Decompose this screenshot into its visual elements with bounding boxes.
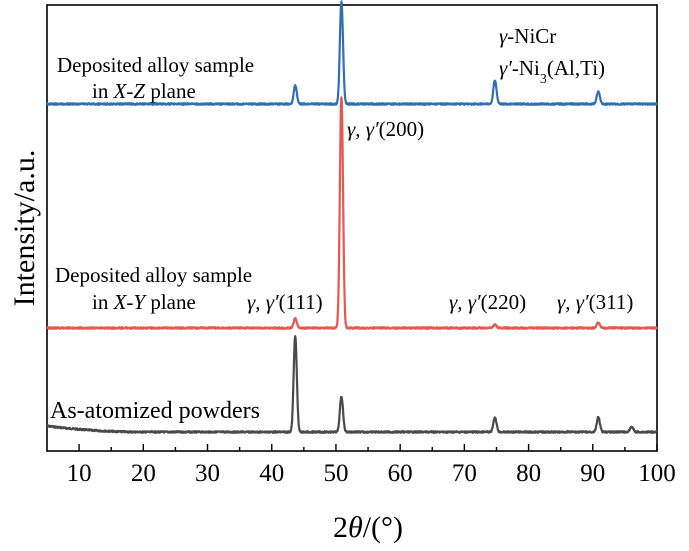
x-tick-label: 40 xyxy=(259,460,284,487)
trace-xz-plane xyxy=(45,0,658,106)
x-tick-label: 10 xyxy=(67,460,92,487)
x-tick-label: 70 xyxy=(452,460,477,487)
x-tick-label: 90 xyxy=(580,460,605,487)
trace-as-atomized-powders xyxy=(46,335,658,434)
xz-sample-label-line1: Deposited alloy sample xyxy=(57,53,254,77)
y-axis-title: Intensity/a.u. xyxy=(8,150,41,307)
x-tick-label: 20 xyxy=(131,460,156,487)
x-tick-label: 60 xyxy=(388,460,413,487)
phase-label-gamma: γ-NiCr xyxy=(499,24,556,48)
traces xyxy=(45,0,659,434)
x-tick-label: 100 xyxy=(638,460,676,487)
peak-label-200: γ, γ′(200) xyxy=(347,117,424,141)
xy-sample-label-line1: Deposited alloy sample xyxy=(55,263,252,287)
phase-label-gamma-prime: γ′-Ni3(Al,Ti) xyxy=(499,56,605,87)
powder-label: As-atomized powders xyxy=(50,398,260,424)
trace-xy-plane xyxy=(46,96,659,330)
x-tick-label: 80 xyxy=(516,460,541,487)
x-tick-label: 50 xyxy=(323,460,348,487)
plot-frame xyxy=(46,4,658,452)
xz-sample-label-line2: in X-Z plane xyxy=(92,79,196,103)
peak-label-311: γ, γ′(311) xyxy=(557,290,633,314)
peak-label-111: γ, γ′(111) xyxy=(247,290,323,314)
x-tick-label: 30 xyxy=(195,460,220,487)
peak-label-220: γ, γ′(220) xyxy=(449,290,526,314)
x-axis-ticks: 10 20 30 40 50 60 70 80 90 100 xyxy=(67,444,676,487)
xy-sample-label-line2: in X-Y plane xyxy=(92,290,196,314)
x-axis-title: 2θ/(°) xyxy=(333,511,403,544)
